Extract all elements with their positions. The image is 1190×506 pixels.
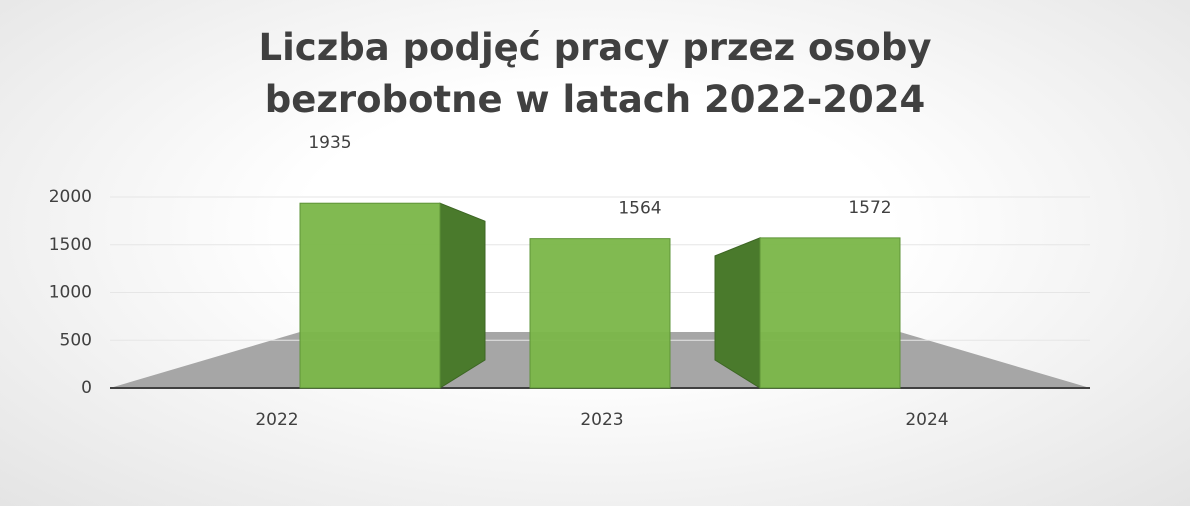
value-label: 1935 [308, 133, 351, 153]
value-label: 1572 [848, 198, 891, 218]
x-tick-label: 2022 [255, 410, 298, 430]
y-tick-label: 1500 [49, 235, 92, 255]
x-tick-label: 2024 [905, 410, 948, 430]
value-label: 1564 [618, 199, 661, 219]
bar [759, 237, 901, 389]
y-tick-label: 2000 [49, 187, 92, 207]
bar-side [439, 202, 486, 389]
chart-title: Liczba podjęć pracy przez osoby bezrobot… [258, 26, 932, 121]
y-tick-label: 500 [60, 330, 92, 350]
x-tick-label: 2023 [580, 410, 623, 430]
bar [299, 202, 441, 389]
y-tick-label: 1000 [49, 283, 92, 303]
y-tick-label: 0 [81, 378, 92, 398]
bar [529, 238, 671, 389]
